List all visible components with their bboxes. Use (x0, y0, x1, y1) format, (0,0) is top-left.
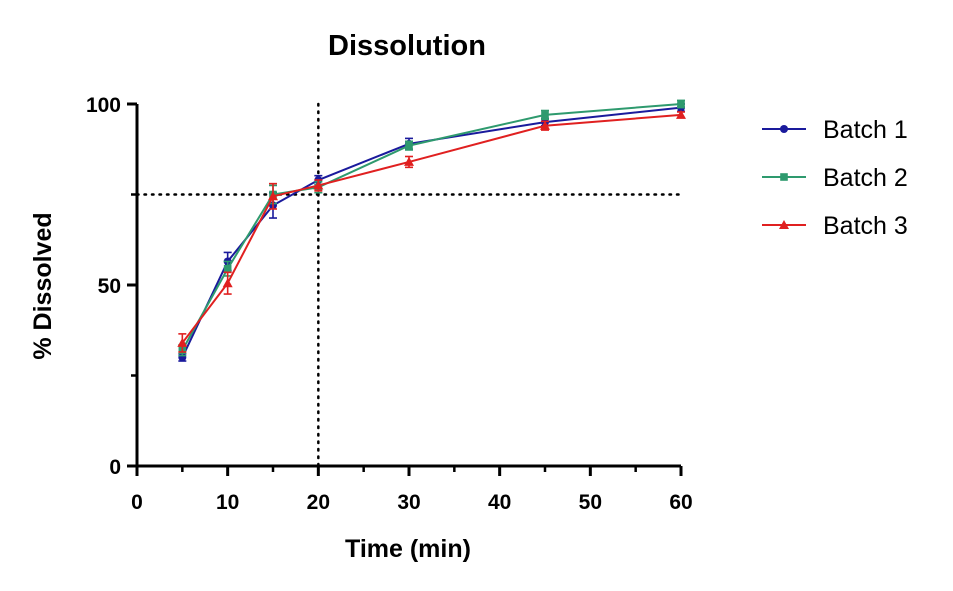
legend-label: Batch 1 (823, 116, 908, 144)
x-tick-label: 20 (307, 491, 330, 514)
data-point (222, 278, 233, 288)
legend-label: Batch 3 (823, 212, 908, 240)
data-point (540, 120, 550, 130)
legend-item-3: Batch 3 (762, 212, 908, 240)
data-point (223, 264, 232, 273)
series-layer (177, 99, 686, 362)
x-tick-label: 10 (216, 491, 239, 514)
x-tick-label: 0 (131, 491, 143, 514)
data-point (268, 191, 278, 201)
x-tick-label: 40 (488, 491, 511, 514)
x-tick-label: 30 (397, 491, 420, 514)
legend-label: Batch 2 (823, 164, 908, 192)
legend-marker (780, 173, 788, 181)
legend: Batch 1 Batch 2 Batch 3 (762, 116, 908, 240)
series-line (181, 106, 682, 358)
y-tick-label: 100 (86, 94, 121, 117)
x-axis-label: Time (min) (345, 535, 471, 563)
legend-marker (779, 220, 789, 229)
data-point (541, 111, 549, 119)
series-3 (177, 109, 686, 353)
reference-lines (135, 102, 683, 468)
legend-item-1: Batch 1 (762, 116, 908, 144)
data-point (677, 100, 685, 108)
y-axis-label: % Dissolved (29, 212, 57, 359)
data-point (313, 180, 324, 190)
data-point (676, 109, 686, 119)
axes: 0 10 20 30 40 50 60 0 50 100 (86, 94, 693, 514)
data-point (405, 141, 413, 150)
y-tick-label: 0 (109, 456, 121, 479)
series-line (181, 113, 682, 344)
x-tick-label: 50 (579, 491, 602, 514)
y-tick-label: 50 (98, 275, 121, 298)
legend-item-2: Batch 2 (762, 164, 908, 192)
data-point (177, 337, 188, 347)
legend-marker (780, 125, 788, 133)
x-tick-label: 60 (669, 491, 692, 514)
chart-title: Dissolution (328, 30, 486, 62)
data-point (404, 156, 414, 166)
